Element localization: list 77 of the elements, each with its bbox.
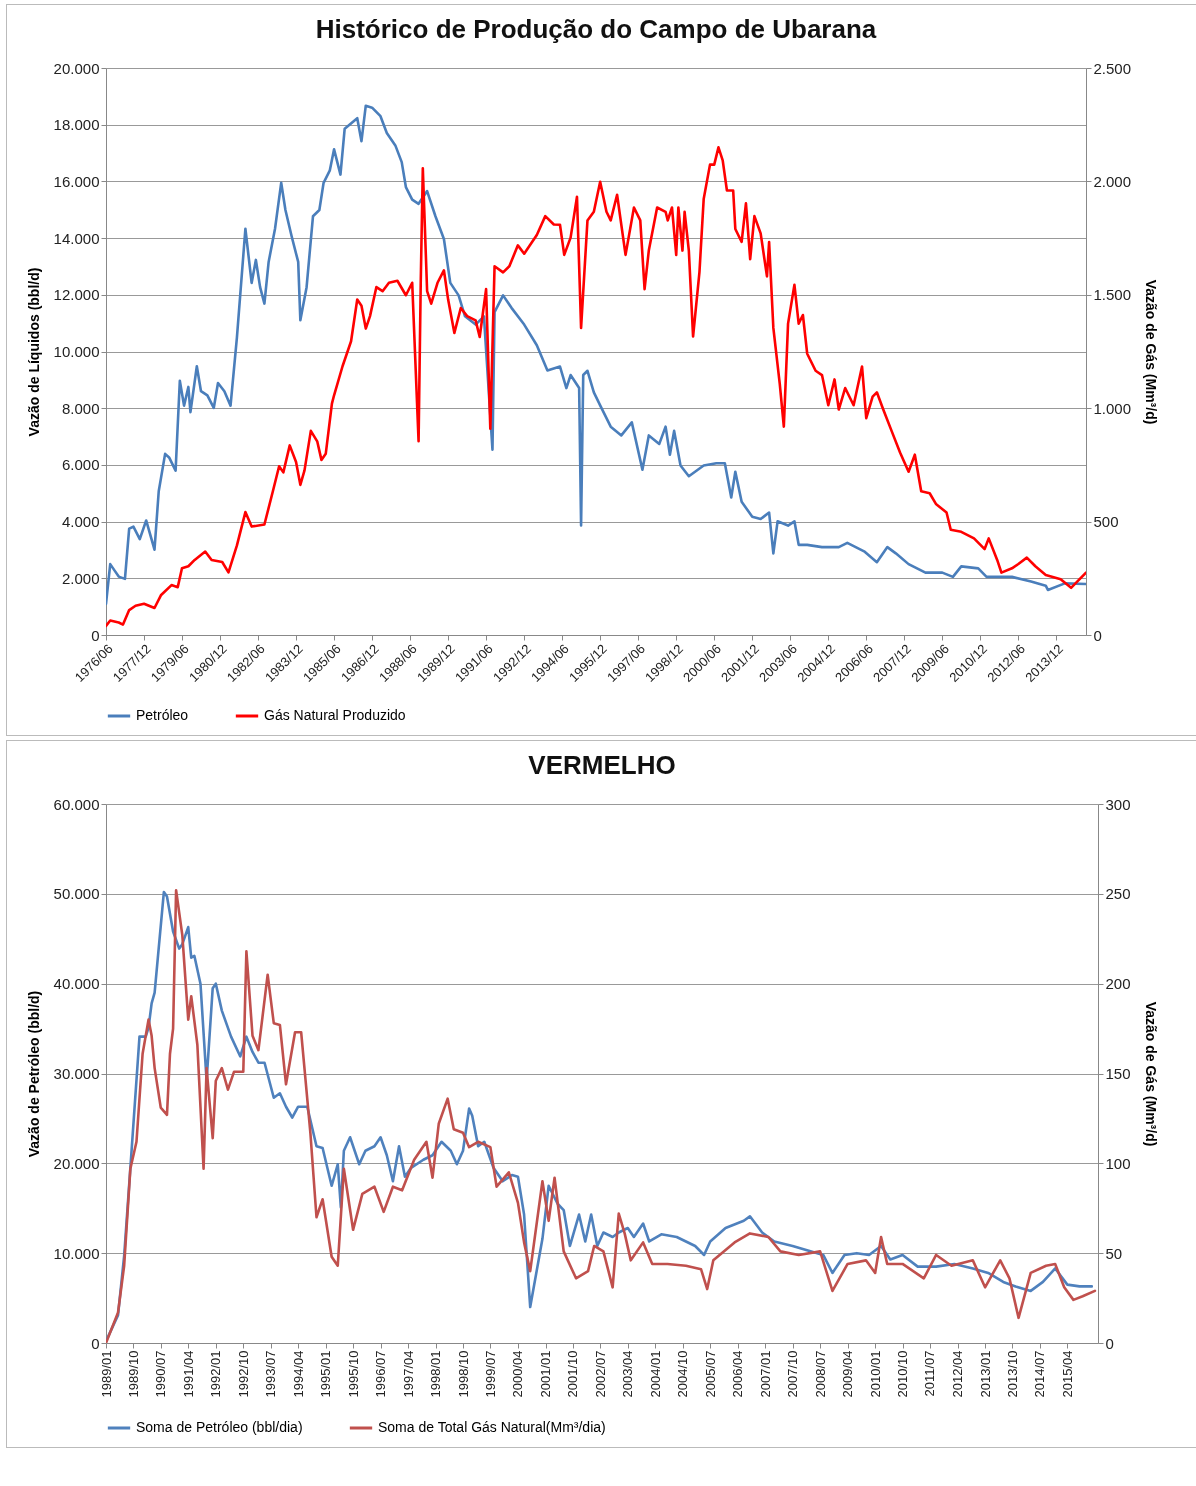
y2-tick-label: 100 [1105,1154,1131,1172]
y-tick-label: 10.000 [53,1244,100,1262]
x-tick-label: 2005/07 [702,1350,718,1398]
y2-tick-label: 300 [1105,795,1131,813]
x-tick-label: 1998/10 [455,1350,471,1398]
y-tick-label: 8.000 [61,399,100,417]
y2-tick-label: 1.500 [1093,286,1132,304]
legend-label: Gás Natural Produzido [264,707,406,723]
y2-tick-label: 50 [1105,1244,1123,1262]
y-tick-label: 40.000 [53,975,100,993]
legend-label: Soma de Total Gás Natural(Mm³/dia) [378,1419,606,1435]
chart-title: Histórico de Produção do Campo de Ubarana [315,14,877,44]
y-tick-label: 60.000 [53,795,100,813]
x-tick-label: 2014/07 [1032,1350,1048,1398]
y2-tick-label: 2.000 [1093,172,1132,190]
y-tick-label: 30.000 [53,1065,100,1082]
x-tick-label: 1989/01 [98,1350,114,1398]
x-tick-label: 1997/04 [400,1350,416,1398]
y-tick-label: 18.000 [53,116,100,134]
y2-tick-label: 150 [1105,1065,1131,1082]
x-tick-label: 2013/10 [1004,1350,1020,1398]
x-tick-label: 2010/01 [867,1350,883,1398]
x-tick-label: 2001/10 [565,1350,581,1398]
legend-label: Soma de Petróleo (bbl/dia) [136,1419,303,1435]
y-tick-label: 12.000 [53,286,100,304]
x-tick-label: 2004/01 [647,1350,663,1398]
y-tick-label: 6.000 [61,456,100,474]
x-tick-label: 2004/10 [675,1350,691,1398]
y2-tick-label: 250 [1105,885,1131,903]
x-tick-label: 1989/10 [125,1350,141,1398]
x-tick-label: 2002/07 [592,1350,608,1398]
x-tick-label: 2007/10 [785,1350,801,1398]
x-tick-label: 2000/04 [510,1350,526,1398]
x-tick-label: 2009/04 [840,1350,856,1398]
y-tick-label: 14.000 [53,229,100,247]
y-tick-label: 20.000 [53,59,100,77]
y2-tick-label: 0 [1093,626,1102,644]
chart-title: VERMELHO [528,750,676,780]
y2-tick-label: 2.500 [1093,59,1132,77]
y-tick-label: 10.000 [53,343,100,360]
x-tick-label: 1995/10 [345,1350,361,1398]
x-tick-label: 2001/01 [538,1350,554,1398]
x-tick-label: 2008/07 [812,1350,828,1398]
y2-tick-label: 500 [1093,513,1119,531]
x-tick-label: 1993/07 [263,1350,279,1398]
y2-tick-label: 1.000 [1093,399,1132,417]
y2-tick-label: 0 [1105,1334,1114,1352]
x-tick-label: 2003/04 [620,1350,636,1398]
x-tick-label: 1992/01 [208,1350,224,1398]
x-tick-label: 2013/01 [977,1350,993,1398]
x-tick-label: 1995/01 [318,1350,334,1398]
y-tick-label: 20.000 [53,1154,100,1172]
x-tick-label: 2006/04 [730,1350,746,1398]
y-tick-label: 0 [91,1334,100,1352]
y2-axis-title: Vazão de Gás (Mm³/d) [1142,1001,1159,1147]
y-tick-label: 2.000 [61,569,100,587]
x-tick-label: 2007/01 [757,1350,773,1398]
y-tick-label: 0 [91,626,100,644]
x-tick-label: 1990/07 [153,1350,169,1398]
y-tick-label: 50.000 [53,885,100,903]
x-tick-label: 2015/04 [1059,1350,1075,1398]
y-tick-label: 4.000 [61,513,100,531]
y-tick-label: 16.000 [53,172,100,190]
x-tick-label: 1998/01 [428,1350,444,1398]
x-tick-label: 2011/07 [922,1350,938,1397]
y2-axis-title: Vazão de Gás (Mm³/d) [1143,279,1160,425]
x-tick-label: 1992/10 [235,1350,251,1398]
y-axis-title: Vazão de Líquidos (bbl/d) [25,267,42,437]
x-tick-label: 1999/07 [482,1350,498,1398]
x-tick-label: 1994/04 [290,1350,306,1398]
y-axis-title: Vazão de Petróleo (bbl/d) [25,990,42,1158]
x-tick-label: 2010/10 [895,1350,911,1398]
y2-tick-label: 200 [1105,975,1131,993]
x-tick-label: 1991/04 [180,1350,196,1398]
x-tick-label: 2012/04 [950,1350,965,1398]
x-tick-label: 1996/07 [373,1350,389,1398]
legend-label: Petróleo [136,707,189,723]
